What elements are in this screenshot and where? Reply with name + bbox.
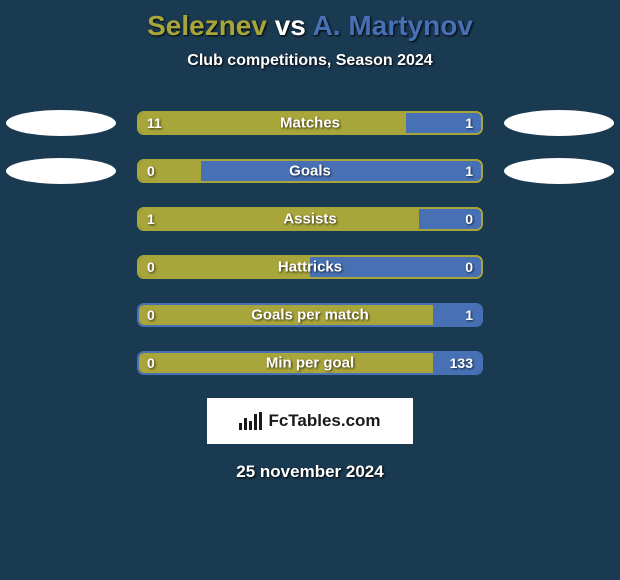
stat-bar: 111Matches [137,111,483,135]
player2-segment: 1 [406,113,481,133]
player1-segment: 0 [139,353,433,373]
stat-row: 0133Min per goal [8,350,612,376]
player1-ellipse [6,158,116,184]
player1-name: Seleznev [147,10,267,41]
player1-segment: 0 [139,305,433,325]
player1-value: 0 [147,163,155,179]
player2-segment: 133 [433,353,481,373]
stat-bar: 0133Min per goal [137,351,483,375]
stat-row: 10Assists [8,206,612,232]
player2-value: 0 [465,259,473,275]
player1-value: 0 [147,355,155,371]
subtitle: Club competitions, Season 2024 [8,52,612,70]
player1-segment: 1 [139,209,419,229]
player2-ellipse [504,158,614,184]
player2-name: A. Martynov [313,10,473,41]
brand-box: FcTables.com [207,398,413,444]
player2-value: 1 [465,163,473,179]
stat-row: 01Goals per match [8,302,612,328]
player2-segment: 0 [419,209,481,229]
comparison-title: Seleznev vs A. Martynov [8,10,612,42]
player2-value: 0 [465,211,473,227]
player2-ellipse [504,110,614,136]
stat-row: 01Goals [8,158,612,184]
stat-bar: 01Goals [137,159,483,183]
player2-segment: 1 [201,161,481,181]
player2-value: 1 [465,307,473,323]
player1-value: 1 [147,211,155,227]
stat-row: 111Matches [8,110,612,136]
stat-bar: 10Assists [137,207,483,231]
player1-segment: 0 [139,257,310,277]
player2-value: 133 [450,355,473,371]
player1-ellipse [6,110,116,136]
player1-value: 0 [147,259,155,275]
player1-segment: 0 [139,161,201,181]
player2-segment: 1 [433,305,481,325]
vs-text: vs [275,10,306,41]
player2-value: 1 [465,115,473,131]
date-text: 25 november 2024 [8,462,612,482]
player1-value: 11 [147,115,162,131]
player1-segment: 11 [139,113,406,133]
player2-segment: 0 [310,257,481,277]
bar-chart-icon [239,412,262,430]
stat-bar: 00Hattricks [137,255,483,279]
stat-bar: 01Goals per match [137,303,483,327]
brand-text: FcTables.com [268,411,380,431]
stat-row: 00Hattricks [8,254,612,280]
player1-value: 0 [147,307,155,323]
